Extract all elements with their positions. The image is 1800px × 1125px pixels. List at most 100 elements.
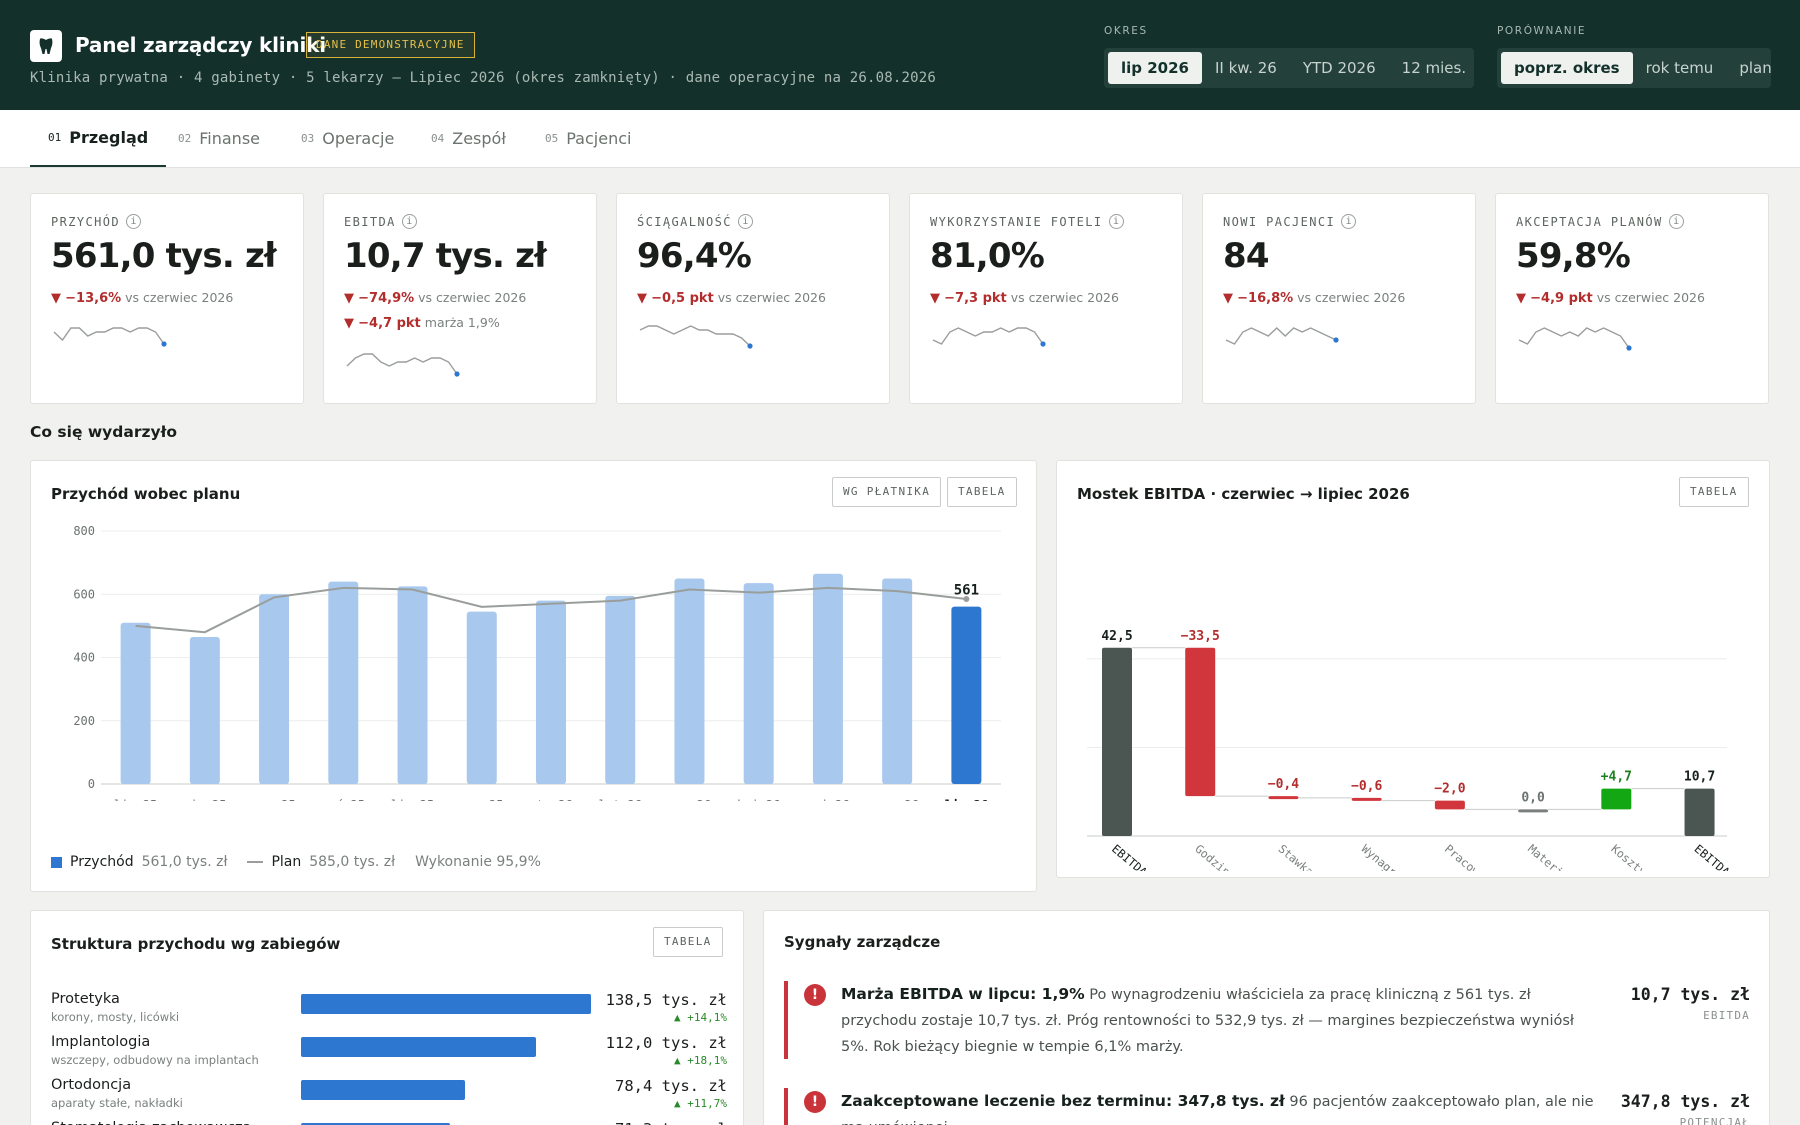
legend-plan-label: Plan (271, 854, 302, 870)
sparkline-last-point (454, 371, 460, 377)
period-option[interactable]: II kw. 26 (1215, 59, 1277, 77)
delta-down-icon: ▼ (344, 291, 354, 306)
treatment-row[interactable]: Ortodoncja aparaty stałe, nakładki 78,4 ty… (51, 1077, 727, 1119)
kpi-delta-compare: vs czerwiec 2026 (1297, 290, 1406, 305)
signals-panel: Sygnały zarządcze ! Marża EBITDA w lipcu… (763, 910, 1770, 1125)
tab-label: Pacjenci (566, 129, 632, 148)
ebitda-bridge-chart: 42,5 EBITDA cze −33,5 Godziny −0,4 Stawka/god… (1087, 629, 1754, 871)
kpi-delta-compare: vs czerwiec 2026 (125, 290, 234, 305)
kpi-card-plan-acceptance[interactable]: AKCEPTACJA PLANÓW i 59,8% ▼ −4,9 pkt vs cz… (1495, 193, 1769, 404)
info-icon[interactable]: i (126, 214, 141, 229)
kpi-card-ebitda[interactable]: EBITDA i 10,7 tys. zł ▼ −74,9% vs czerwiec… (323, 193, 597, 404)
period-option[interactable]: lip 2026 (1108, 52, 1202, 84)
delta-down-icon: ▼ (344, 316, 354, 331)
x-tick-label: lut 26 (599, 798, 642, 801)
x-tick-label: lip 25 (114, 798, 157, 801)
legend-revenue-value: 561,0 tys. zł (141, 854, 228, 870)
signal-accent (784, 1088, 788, 1125)
treatment-subtitle: wszczepy, odbudowy na implantach (51, 1053, 259, 1067)
treatment-value: 112,0 tys. zł (605, 1034, 727, 1052)
tab-label: Operacje (322, 129, 395, 148)
info-icon[interactable]: i (1341, 214, 1357, 229)
period-option[interactable]: YTD 2026 (1302, 59, 1376, 77)
y-tick-label: 0 (88, 777, 95, 791)
compare-label: PORÓWNANIE (1497, 25, 1587, 37)
data-label: 561 (954, 583, 979, 599)
x-tick-label: sty 26 (529, 798, 572, 801)
info-icon[interactable]: i (1668, 214, 1684, 229)
treatment-name: Ortodoncja (51, 1077, 132, 1093)
x-tick-label: kwi 26 (737, 798, 780, 801)
info-icon[interactable]: i (737, 214, 753, 229)
treatment-delta: ▲ +14,1% (674, 1011, 727, 1024)
kpi-delta-compare: vs czerwiec 2026 (1596, 290, 1705, 305)
revenue-bar (812, 573, 843, 784)
compare-option[interactable]: poprz. okres (1501, 52, 1633, 84)
bridge-bar (1518, 809, 1549, 813)
compare-option[interactable]: plan (1739, 59, 1772, 77)
bridge-value-label: −0,6 (1351, 779, 1382, 794)
kpi-delta-value: −74,9% (358, 291, 415, 306)
info-icon[interactable]: i (1108, 214, 1124, 229)
kpi-card-chair-utilization[interactable]: WYKORZYSTANIE FOTELI i 81,0% ▼ −7,3 pkt vs… (909, 193, 1183, 404)
treatment-bar (301, 994, 591, 1014)
kpi-delta-compare: vs czerwiec 2026 (418, 290, 527, 305)
table-button[interactable]: TABELA (947, 477, 1017, 507)
signal-value: 347,8 tys. zł (1620, 1092, 1750, 1111)
kpi-delta-value: −13,6% (65, 291, 122, 306)
kpi-value: 84 (1223, 236, 1270, 276)
table-button[interactable]: TABELA (653, 927, 723, 957)
revenue-bar (674, 578, 705, 784)
treatment-delta: ▲ +11,7% (674, 1097, 727, 1110)
treatment-row[interactable]: Protetyka korony, mosty, licówki 138,5 tys… (51, 991, 727, 1033)
info-icon[interactable]: i (401, 214, 417, 229)
tab-finanse[interactable]: 02 Finanse (178, 110, 260, 167)
kpi-card-revenue[interactable]: PRZYCHÓD i 561,0 tys. zł ▼ −13,6% vs czerw… (30, 193, 304, 404)
kpi-value: 10,7 tys. zł (344, 236, 547, 276)
signal-value: 10,7 tys. zł (1630, 985, 1750, 1004)
revenue-bar (466, 611, 497, 784)
kpi-label: EBITDA (344, 214, 396, 229)
period-label: OKRES (1104, 25, 1148, 37)
kpi-card-collection[interactable]: ŚCIĄGALNOŚĆ i 96,4% ▼ −0,5 pkt vs czerwiec… (616, 193, 890, 404)
kpi-label: NOWI PACJENCI (1223, 214, 1336, 229)
tab-pacjenci[interactable]: 05 Pacjenci (545, 110, 631, 167)
compare-option[interactable]: rok temu (1645, 59, 1714, 77)
signal-caption: EBITDA (1703, 1009, 1750, 1022)
x-tick-label: lis 25 (391, 798, 434, 801)
period-option[interactable]: 12 mies. (1401, 59, 1467, 77)
legend-swatch-revenue (51, 856, 62, 868)
kpi-card-new-patients[interactable]: NOWI PACJENCI i 84 ▼ −16,8% vs czerwiec 20… (1202, 193, 1476, 404)
legend-execution: Wykonanie 95,9% (415, 854, 541, 870)
kpi-delta: ▼ −13,6% vs czerwiec 2026 (51, 290, 233, 306)
treatments-panel: Struktura przychodu wg zabiegów TABELA P… (30, 910, 744, 1125)
tab-zespol[interactable]: 04 Zespół (431, 110, 506, 167)
revenue-bar (328, 581, 359, 784)
signal-headline: Marża EBITDA w lipcu: 1,9% (841, 985, 1085, 1003)
period-selector: lip 2026 II kw. 26 YTD 2026 12 mies. (1104, 48, 1474, 88)
by-payer-button[interactable]: WG PŁATNIKA (832, 477, 942, 507)
signal-headline: Zaakceptowane leczenie bez terminu: 347,… (841, 1092, 1285, 1110)
kpi-delta-compare: vs czerwiec 2026 (1010, 290, 1119, 305)
bridge-bar (1268, 796, 1299, 800)
treatment-value: 71,3 tys. zł (615, 1120, 727, 1125)
treatment-row[interactable]: Implantologia wszczepy, odbudowy na impla… (51, 1034, 727, 1076)
panel-title: Struktura przychodu wg zabiegów (51, 935, 341, 953)
kpi-sparkline (639, 325, 753, 349)
kpi-label: ŚCIĄGALNOŚĆ (637, 214, 732, 229)
sparkline-path (53, 327, 165, 345)
bridge-value-label: +4,7 (1601, 770, 1632, 785)
bridge-bar (1434, 800, 1465, 810)
table-button[interactable]: TABELA (1679, 477, 1749, 507)
signal-item[interactable]: ! Zaakceptowane leczenie bez terminu: 34… (784, 1088, 1750, 1125)
treatment-name: Protetyka (51, 991, 120, 1007)
tab-operacje[interactable]: 03 Operacje (301, 110, 394, 167)
tab-przeglad[interactable]: 01 Przegląd (30, 110, 167, 167)
signal-item[interactable]: ! Marża EBITDA w lipcu: 1,9% Po wynagrod… (784, 981, 1750, 1059)
revenue-bar (951, 606, 982, 784)
treatment-subtitle: korony, mosty, licówki (51, 1010, 180, 1024)
sparkline-last-point (1626, 345, 1632, 351)
treatment-row[interactable]: Stomatologia zachowawcza 71,3 tys. zł (51, 1120, 727, 1125)
treatment-delta: ▲ +18,1% (674, 1054, 727, 1067)
x-tick-label: gru 25 (460, 798, 503, 801)
